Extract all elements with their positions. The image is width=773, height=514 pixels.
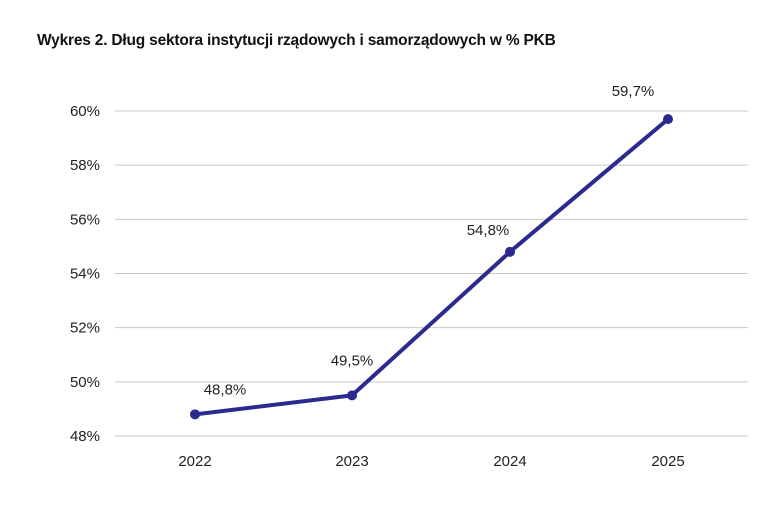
y-tick-label: 54%	[70, 266, 100, 283]
data-labels: 48,8% 49,5% 54,8% 59,7%	[204, 83, 655, 398]
data-point	[347, 390, 357, 401]
data-point	[663, 114, 673, 125]
x-tick-label: 2025	[651, 453, 684, 470]
x-axis-tick-labels: 2022 2023 2024 2025	[178, 453, 684, 470]
x-tick-label: 2024	[493, 453, 526, 470]
y-axis-tick-labels: 48% 50% 52% 54% 56% 58% 60%	[70, 103, 100, 445]
x-tick-label: 2023	[335, 453, 368, 470]
y-tick-label: 48%	[70, 428, 100, 445]
y-tick-label: 60%	[70, 103, 100, 120]
data-points	[190, 114, 673, 420]
series-line-group	[193, 117, 670, 417]
data-label: 49,5%	[331, 352, 374, 369]
grid-lines	[115, 110, 748, 437]
y-tick-label: 56%	[70, 211, 100, 228]
chart-title: Wykres 2. Dług sektora instytucji rządow…	[37, 32, 556, 49]
data-label: 54,8%	[467, 222, 510, 239]
y-tick-label: 52%	[70, 320, 100, 337]
data-label: 48,8%	[204, 381, 247, 398]
x-tick-label: 2022	[178, 453, 211, 470]
y-tick-label: 50%	[70, 374, 100, 391]
data-label: 59,7%	[612, 83, 655, 100]
data-point	[190, 409, 200, 420]
y-tick-label: 58%	[70, 157, 100, 174]
data-point	[505, 246, 515, 257]
series-line	[193, 117, 670, 417]
